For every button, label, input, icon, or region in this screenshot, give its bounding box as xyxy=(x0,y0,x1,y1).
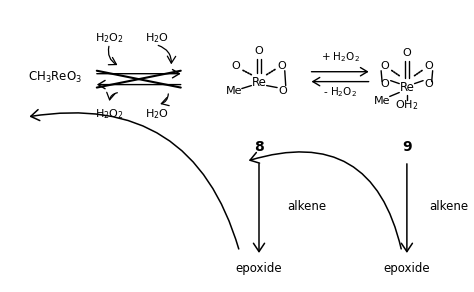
Text: O: O xyxy=(424,61,433,71)
Text: O: O xyxy=(255,46,264,56)
Text: O: O xyxy=(402,48,411,58)
Text: H$_2$O: H$_2$O xyxy=(145,31,169,45)
Text: OH$_2$: OH$_2$ xyxy=(395,98,419,112)
Text: O: O xyxy=(279,86,287,95)
Text: H$_2$O: H$_2$O xyxy=(145,107,169,121)
Text: Me: Me xyxy=(374,96,390,106)
Text: Re: Re xyxy=(252,76,266,89)
Text: - H$_2$O$_2$: - H$_2$O$_2$ xyxy=(323,86,357,99)
Text: + H$_2$O$_2$: + H$_2$O$_2$ xyxy=(320,50,360,64)
Text: O: O xyxy=(381,61,389,71)
Text: Me: Me xyxy=(226,86,242,95)
Text: O: O xyxy=(232,61,240,71)
Text: H$_2$O$_2$: H$_2$O$_2$ xyxy=(95,31,124,45)
Text: 8: 8 xyxy=(254,140,264,154)
Text: epoxide: epoxide xyxy=(236,262,283,275)
Text: H$_2$O$_2$: H$_2$O$_2$ xyxy=(95,107,124,121)
Text: CH$_3$ReO$_3$: CH$_3$ReO$_3$ xyxy=(28,70,82,85)
Text: Re: Re xyxy=(400,81,414,94)
Text: alkene: alkene xyxy=(288,200,327,213)
Text: O: O xyxy=(424,79,433,88)
Text: alkene: alkene xyxy=(429,200,468,213)
Text: O: O xyxy=(381,79,389,88)
Text: O: O xyxy=(277,61,286,71)
Text: 9: 9 xyxy=(402,140,412,154)
Text: epoxide: epoxide xyxy=(383,262,430,275)
